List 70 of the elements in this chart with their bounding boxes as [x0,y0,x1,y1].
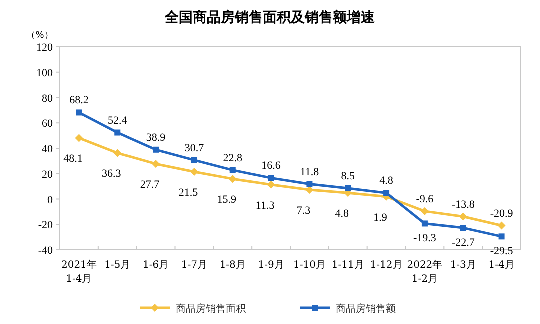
point [459,212,468,221]
y-tick-label: 0 [48,194,54,206]
y-tick-label: 100 [36,67,54,80]
data-label: 27.7 [140,179,160,192]
data-label: -22.7 [452,237,476,250]
y-tick-label: -40 [38,245,54,257]
data-label: 68.2 [70,94,89,107]
point [498,234,505,240]
point [498,222,506,230]
point [75,134,84,142]
data-label: -9.6 [416,193,434,206]
data-label: 4.8 [335,208,350,220]
point [76,110,82,116]
data-label: -13.8 [452,198,476,211]
data-label: 11.8 [300,166,320,178]
x-tick-label: 2021年 1-4月 [61,259,97,285]
data-label: 52.4 [108,114,128,127]
data-label: 21.5 [178,186,199,199]
point [190,168,198,176]
y-tick-label: 20 [42,168,54,181]
y-tick-label: 60 [42,118,54,130]
point [191,157,198,164]
x-tick-label: 1-5月 [104,260,131,271]
x-tick-label: 1-6月 [142,260,170,271]
x-tick-label: 1-3月 [450,260,476,271]
y-tick-label: -20 [38,220,54,232]
data-label: 15.9 [217,194,237,206]
legend-label: 商品房销售额 [336,303,396,315]
data-label: 30.7 [184,142,205,154]
data-label: 38.9 [146,132,166,144]
x-tick-label: 1-8月 [220,260,246,271]
y-tick-label: 80 [42,92,54,105]
legend-label: 商品房销售面积 [176,303,246,315]
x-tick-label: 1-11月 [332,260,364,271]
point [152,160,160,168]
y-tick-label: 120 [36,42,54,54]
x-tick-label: 2022年 1-2月 [407,259,443,285]
data-label: 22.8 [223,152,243,164]
point [114,149,122,158]
point [420,207,429,216]
data-label: -19.3 [413,232,437,245]
x-tick-label: 1-12月 [370,260,403,271]
chart-title: 全国商品房销售面积及销售额增速 [164,9,376,26]
data-label: -20.9 [490,208,514,220]
point [306,181,313,188]
data-label: -29.5 [490,246,514,258]
point [345,185,352,192]
point [267,180,276,189]
y-tick-label: 40 [42,144,54,156]
point [153,146,160,153]
y-axis-title: （%） [26,31,54,41]
point [230,167,236,174]
x-tick-label: 1-10月 [293,260,326,271]
data-label: 8.5 [341,170,356,182]
x-tick-label: 1-7月 [181,260,208,271]
data-label: 1.9 [374,212,388,224]
data-label: 48.1 [64,153,83,166]
point [384,190,390,196]
data-label: 11.3 [256,200,276,212]
x-tick-label: 1-4月 [488,260,515,271]
data-label: 16.6 [262,160,282,172]
point [268,175,274,182]
point [114,130,121,136]
point [460,225,466,232]
data-label: 4.8 [380,175,394,188]
point [228,175,237,184]
data-label: 36.3 [102,168,122,180]
data-label: 7.3 [296,204,312,217]
point [422,220,428,227]
x-tick-label: 1-9月 [258,260,284,271]
